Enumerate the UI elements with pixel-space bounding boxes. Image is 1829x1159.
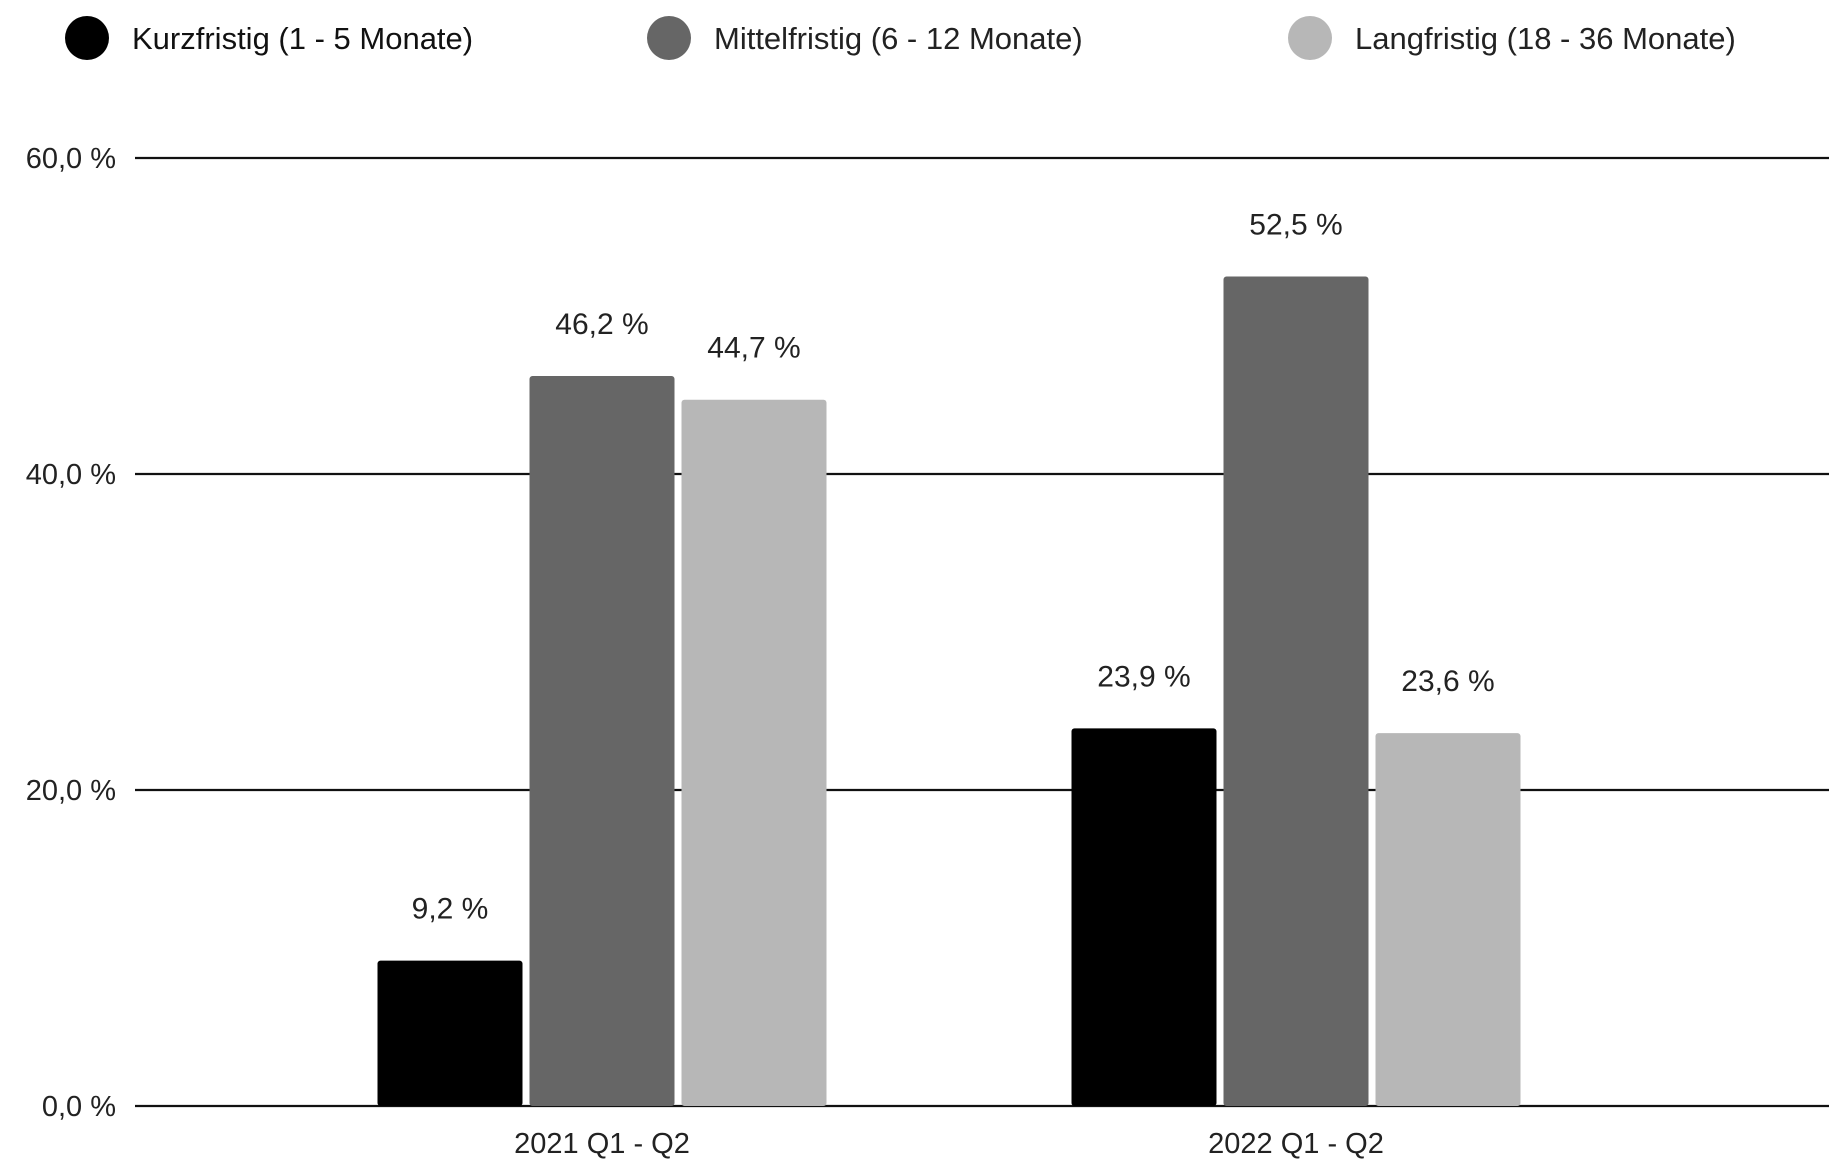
bar: [529, 376, 675, 1106]
x-tick-label: 2022 Q1 - Q2: [1208, 1128, 1384, 1159]
y-tick-label: 40,0 %: [26, 459, 116, 491]
y-tick-label: 20,0 %: [26, 775, 116, 807]
bar: [681, 399, 827, 1106]
legend-swatch: [647, 16, 691, 60]
bar-value-label: 52,5 %: [1249, 209, 1342, 242]
bar: [1071, 728, 1217, 1106]
legend-swatch: [65, 16, 109, 60]
legend-label: Mittelfristig (6 - 12 Monate): [714, 21, 1083, 56]
bar-value-label: 44,7 %: [707, 332, 800, 365]
bars: [377, 276, 1521, 1106]
y-tick-label: 60,0 %: [26, 143, 116, 175]
bar-value-label: 46,2 %: [555, 308, 648, 341]
y-axis-ticks: 0,0 % 20,0 % 40,0 % 60,0 %: [26, 143, 116, 1123]
bar-value-label: 9,2 %: [412, 893, 489, 926]
data-labels: 9,2 % 46,2 % 44,7 % 23,9 % 52,5 % 23,6 %: [412, 209, 1495, 926]
legend-label: Kurzfristig (1 - 5 Monate): [132, 21, 473, 56]
bar: [377, 960, 523, 1106]
legend: Kurzfristig (1 - 5 Monate) Mittelfristig …: [65, 16, 1736, 60]
legend-swatch: [1288, 16, 1332, 60]
legend-label: Langfristig (18 - 36 Monate): [1355, 21, 1736, 56]
bar: [1375, 733, 1521, 1106]
x-tick-label: 2021 Q1 - Q2: [514, 1128, 690, 1159]
y-tick-label: 0,0 %: [42, 1091, 116, 1123]
gridlines: [135, 156, 1829, 1108]
bar: [1223, 276, 1369, 1106]
bar-value-label: 23,6 %: [1401, 665, 1494, 698]
x-axis-ticks: 2021 Q1 - Q2 2022 Q1 - Q2: [514, 1128, 1384, 1159]
bar-value-label: 23,9 %: [1097, 660, 1190, 693]
